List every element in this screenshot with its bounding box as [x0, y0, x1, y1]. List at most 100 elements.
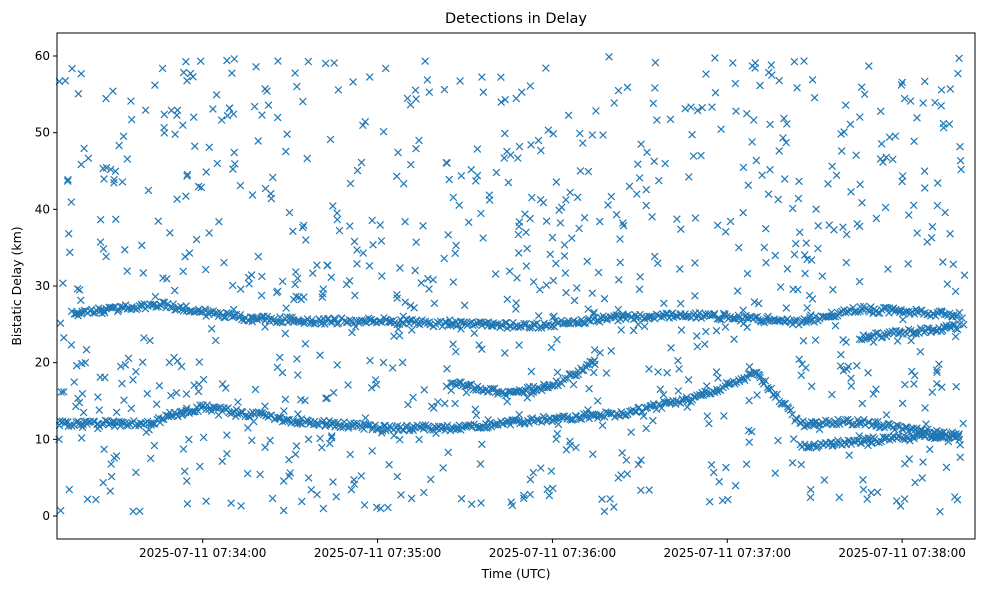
detection-marker: [129, 375, 137, 384]
detection-marker: [858, 198, 866, 207]
detection-marker: [645, 365, 653, 373]
detection-marker: [808, 75, 817, 84]
detection-marker: [291, 69, 299, 77]
detection-marker: [61, 417, 70, 426]
detection-marker: [602, 369, 611, 377]
detection-marker: [415, 320, 424, 329]
detection-marker: [177, 407, 186, 416]
detection-marker: [477, 499, 485, 507]
detection-marker: [385, 318, 394, 326]
y-tick-label: 40: [35, 202, 50, 216]
detection-marker: [691, 291, 699, 300]
detection-marker: [828, 162, 837, 171]
detection-marker: [417, 279, 426, 287]
detection-marker: [872, 385, 880, 394]
detection-marker: [432, 429, 440, 438]
detection-marker: [956, 142, 964, 151]
detection-marker: [900, 495, 909, 503]
detection-marker: [627, 428, 635, 437]
detection-marker: [910, 137, 918, 146]
detection-marker: [183, 76, 191, 85]
detection-marker: [173, 195, 181, 204]
detection-marker: [336, 423, 345, 432]
detection-marker: [654, 176, 663, 185]
detection-marker: [939, 123, 948, 132]
detection-marker: [795, 177, 803, 186]
detection-marker: [834, 415, 842, 424]
detection-marker: [80, 144, 88, 153]
detection-marker: [537, 146, 545, 155]
detection-marker: [938, 258, 947, 266]
detection-marker: [146, 336, 154, 345]
detection-marker: [527, 367, 536, 376]
detection-marker: [634, 460, 643, 469]
detection-marker: [512, 94, 521, 103]
detection-marker: [294, 410, 302, 418]
detection-marker: [96, 238, 105, 246]
detection-marker: [932, 379, 941, 388]
y-tick-label: 0: [42, 509, 50, 523]
detection-marker: [376, 221, 385, 229]
detection-marker: [345, 276, 354, 285]
detection-marker: [667, 343, 675, 352]
detection-marker: [171, 130, 179, 139]
detection-marker: [566, 415, 574, 424]
detection-marker: [703, 412, 712, 420]
detection-marker: [588, 450, 597, 459]
detection-marker: [182, 192, 190, 201]
detection-marker: [139, 269, 148, 277]
detection-marker: [858, 399, 867, 408]
detection-marker: [792, 316, 801, 324]
detection-marker: [478, 440, 486, 449]
detection-marker: [526, 82, 535, 90]
detection-marker: [506, 151, 515, 159]
detection-marker: [77, 69, 86, 78]
detection-marker: [845, 451, 854, 460]
detection-marker: [921, 404, 929, 412]
detection-marker: [205, 143, 214, 152]
detection-marker: [330, 59, 339, 67]
detection-marker: [758, 171, 766, 180]
detection-marker: [653, 116, 661, 124]
detection-marker: [591, 360, 599, 369]
detection-marker: [820, 476, 829, 484]
detection-marker: [120, 245, 129, 254]
detection-marker: [477, 345, 486, 354]
detection-marker: [665, 399, 674, 407]
detection-marker: [606, 495, 614, 503]
detection-marker: [937, 429, 946, 437]
detection-marker: [702, 382, 711, 390]
detection-marker: [872, 214, 881, 223]
detection-marker: [879, 158, 887, 167]
detection-marker: [275, 353, 284, 362]
detection-marker: [800, 57, 808, 65]
detection-marker: [317, 443, 326, 452]
x-tick-label: 2025-07-11 07:34:00: [139, 546, 266, 560]
detection-marker: [127, 115, 136, 124]
detection-marker: [548, 484, 557, 493]
detection-marker: [77, 160, 86, 169]
detection-marker: [584, 406, 592, 414]
detection-marker: [118, 178, 127, 186]
detection-marker: [697, 151, 705, 160]
detection-marker: [882, 410, 891, 419]
detection-marker: [933, 179, 942, 187]
detection-marker: [365, 73, 374, 81]
detection-marker: [572, 412, 581, 421]
detection-marker: [572, 443, 580, 452]
detection-marker: [562, 288, 570, 297]
detection-marker: [401, 217, 409, 226]
detection-marker: [394, 325, 403, 333]
detection-marker: [842, 338, 850, 347]
detection-marker: [121, 360, 130, 369]
detection-marker: [881, 203, 890, 212]
detection-marker: [756, 81, 764, 90]
detection-marker: [618, 448, 627, 457]
detection-marker: [705, 419, 713, 428]
detection-marker: [94, 393, 102, 401]
detection-marker: [892, 497, 901, 505]
detection-marker: [691, 214, 700, 222]
detection-marker: [799, 336, 808, 345]
detection-marker: [906, 436, 914, 445]
detection-marker: [726, 217, 735, 226]
